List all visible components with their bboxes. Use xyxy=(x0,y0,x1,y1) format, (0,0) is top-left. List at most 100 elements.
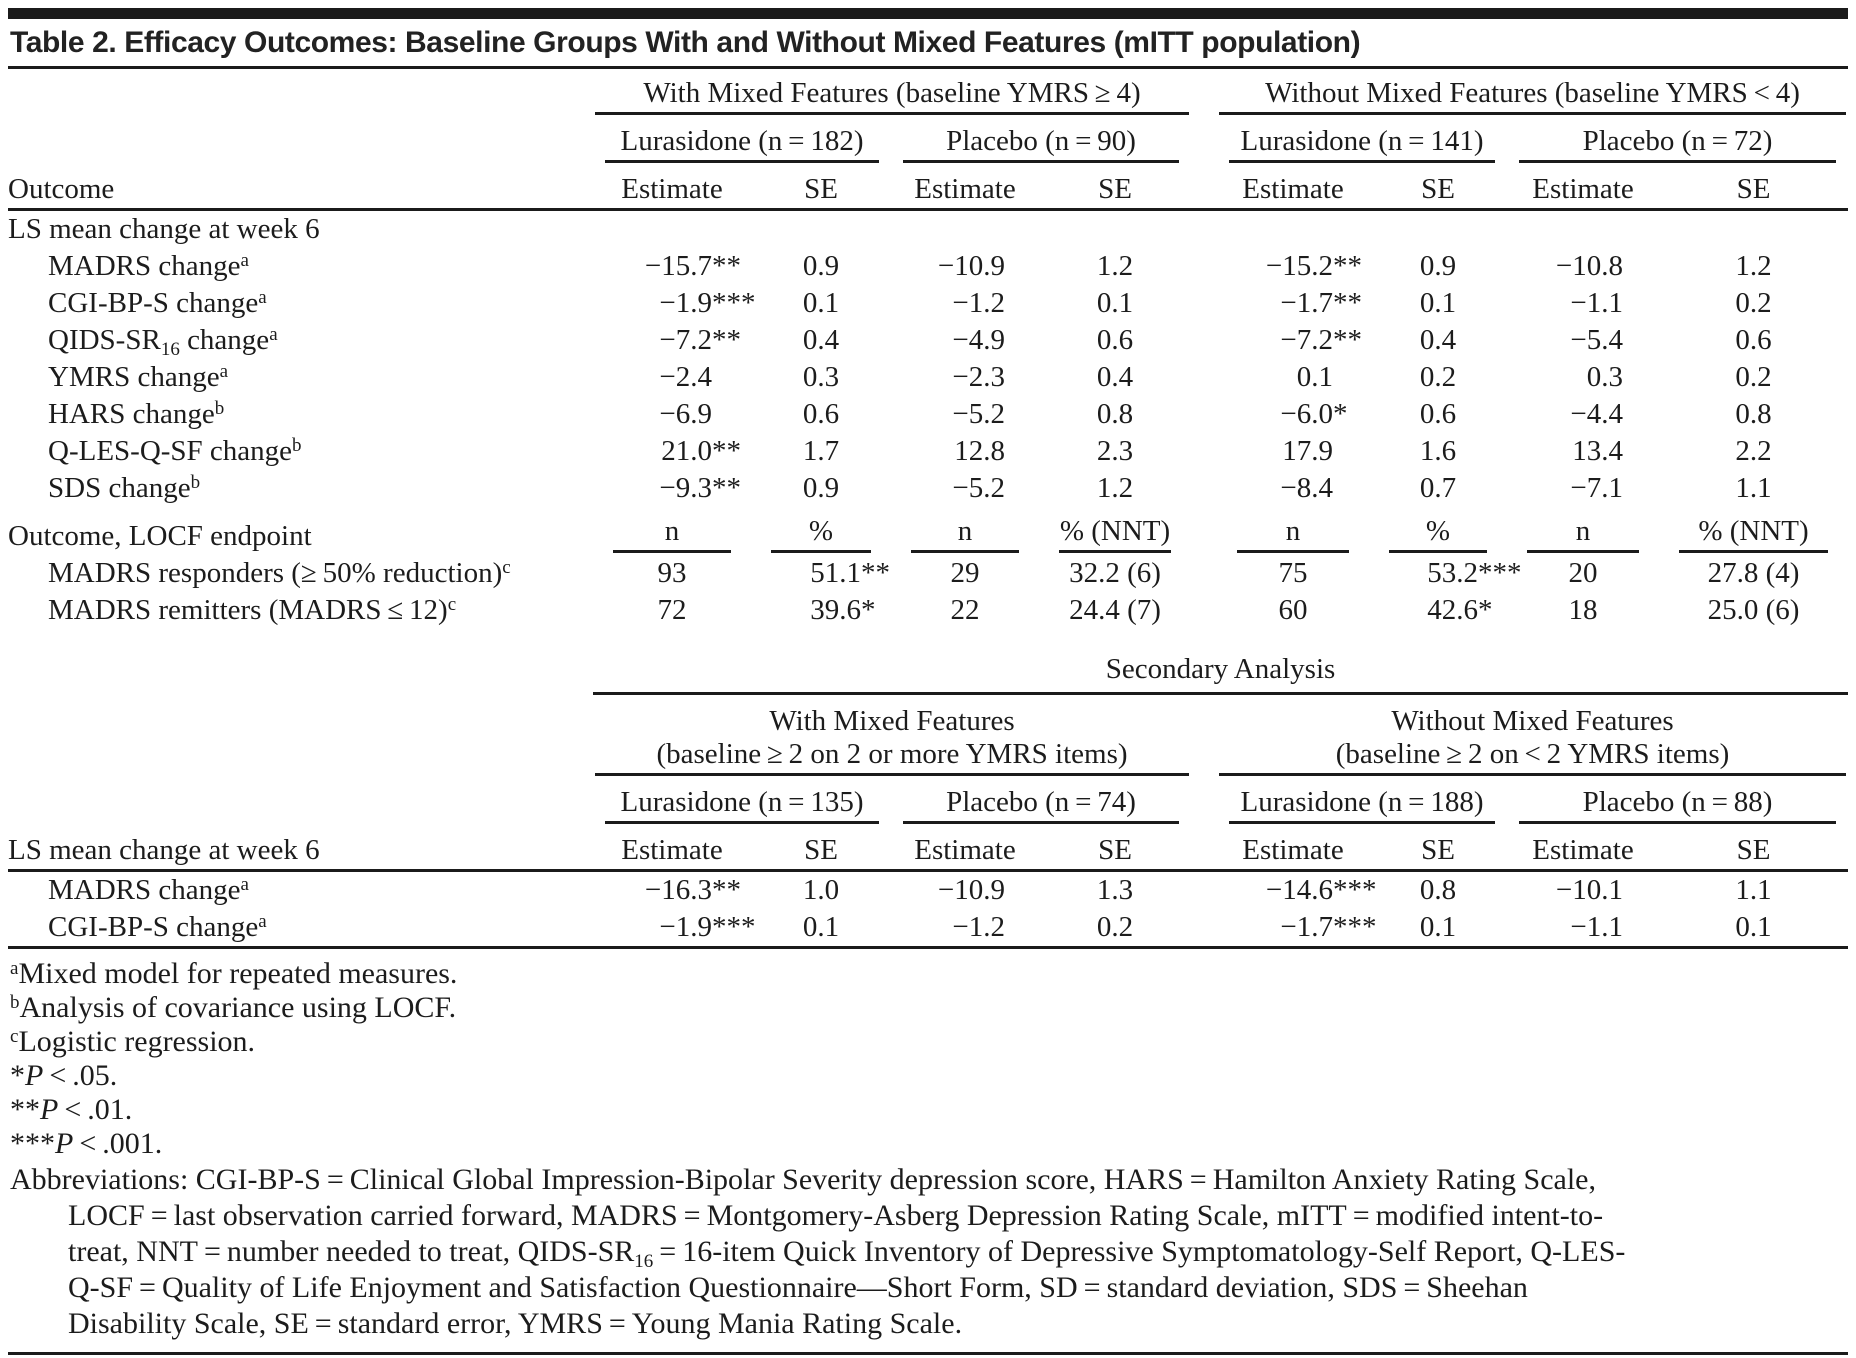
secondary-caption-row: Secondary Analysis xyxy=(8,629,1849,697)
estimate-cell: −10.9 xyxy=(937,874,1005,906)
locf-header-row: Outcome, LOCF endpoint n % n % (NNT) n %… xyxy=(8,507,1848,555)
secondary-group-header-row: With Mixed Features (baseline ≥ 2 on 2 or… xyxy=(8,697,1848,778)
table-row: MADRS responders (≥ 50% reduction)c 93 5… xyxy=(8,555,1848,592)
row-label: MADRS changea xyxy=(48,250,249,282)
estimate-cell: 0.3 xyxy=(1586,361,1624,393)
table-row: QIDS-SR16 changea −7.2** 0.4 −4.9 0.6 −7… xyxy=(8,322,1848,359)
empty-cell xyxy=(8,697,593,778)
pct-header: % xyxy=(1369,507,1507,555)
abbreviations: Abbreviations: CGI-BP-S = Clinical Globa… xyxy=(10,1163,1626,1340)
se-cell: 0.2 xyxy=(1735,361,1772,393)
se-cell: 0.1 xyxy=(1659,909,1849,949)
se-cell: 0.8 xyxy=(1735,398,1772,430)
se-cell: 1.6 xyxy=(1419,435,1457,467)
estimate-header: Estimate xyxy=(1507,165,1660,211)
table-row: CGI-BP-S changea −1.9*** 0.1 −1.2 0.1 −1… xyxy=(8,285,1848,322)
se-cell: 0.2 xyxy=(1419,361,1457,393)
estimate-cell: 12.8 xyxy=(954,435,1005,467)
estimate-cell: −1.7*** xyxy=(1217,909,1377,949)
se-cell: 2.2 xyxy=(1735,435,1772,467)
n-header: n xyxy=(891,507,1039,555)
arm-header-row: Lurasidone (n = 182) Placebo (n = 90) Lu… xyxy=(8,117,1848,165)
se-cell: 0.4 xyxy=(1096,361,1134,393)
column-gap xyxy=(1191,555,1217,592)
se-cell: 1.2 xyxy=(1096,250,1134,282)
row-label: CGI-BP-S changea xyxy=(48,287,267,319)
se-cell: 1.2 xyxy=(1735,250,1772,282)
estimate-header: Estimate xyxy=(1217,165,1370,211)
pct-cell: 53.2*** xyxy=(1427,557,1522,589)
n-cell: 18 xyxy=(1568,594,1598,626)
column-gap xyxy=(1191,909,1218,949)
se-cell: 1.3 xyxy=(1096,874,1134,906)
footnote-p05: *P < .05. xyxy=(10,1059,118,1092)
se-cell: 0.7 xyxy=(1419,472,1457,504)
n-header: n xyxy=(1507,507,1659,555)
estimate-cell: −1.2 xyxy=(952,287,1005,319)
estimate-cell: −7.2** xyxy=(659,324,741,356)
arm-header-lurasidone-188: Lurasidone (n = 188) xyxy=(1217,778,1507,826)
estimate-cell: −1.1 xyxy=(1507,909,1660,949)
se-header: SE xyxy=(1039,165,1192,211)
arm-header-placebo-88: Placebo (n = 88) xyxy=(1507,778,1848,826)
arm-header-lurasidone-141: Lurasidone (n = 141) xyxy=(1217,117,1507,165)
n-cell: 60 xyxy=(1278,594,1308,626)
secondary-arm-header-row: Lurasidone (n = 135) Placebo (n = 74) Lu… xyxy=(8,778,1848,826)
column-gap xyxy=(1191,69,1217,117)
secondary-group-with-mixed: With Mixed Features (baseline ≥ 2 on 2 or… xyxy=(593,697,1191,778)
footnote-c: cLogistic regression. xyxy=(10,1025,256,1058)
column-gap xyxy=(1191,592,1217,629)
table-title: Table 2. Efficacy Outcomes: Baseline Gro… xyxy=(8,19,1848,69)
section-label: LS mean change at week 6 xyxy=(8,213,320,245)
estimate-cell: −7.1 xyxy=(1570,472,1624,504)
row-label: MADRS remitters (MADRS ≤ 12)c xyxy=(48,594,457,626)
se-cell: 1.7 xyxy=(802,435,840,467)
pct-nnt-cell: 25.0 (6) xyxy=(1707,594,1800,626)
se-cell: 0.2 xyxy=(1735,287,1772,319)
row-label: SDS changeb xyxy=(48,472,201,504)
table-row: MADRS remitters (MADRS ≤ 12)c 72 39.6* 2… xyxy=(8,592,1848,629)
estimate-cell: −1.1 xyxy=(1570,287,1624,319)
estimate-cell: −2.4 xyxy=(659,361,712,393)
secondary-measure-header-row: LS mean change at week 6 Estimate SE Est… xyxy=(8,826,1849,872)
se-cell: 0.2 xyxy=(1039,909,1192,949)
pct-cell: 42.6* xyxy=(1427,594,1493,626)
estimate-cell: 13.4 xyxy=(1572,435,1624,467)
column-gap xyxy=(1191,507,1217,555)
empty-cell xyxy=(8,629,593,697)
estimate-cell: −9.3** xyxy=(659,472,741,504)
se-header: SE xyxy=(1369,165,1508,211)
row-label: CGI-BP-S changea xyxy=(8,909,593,949)
row-label: HARS changeb xyxy=(48,398,225,430)
se-cell: 1.1 xyxy=(1735,874,1772,906)
footnote-b: bAnalysis of covariance using LOCF. xyxy=(10,991,457,1024)
column-gap xyxy=(1191,826,1218,872)
estimate-cell: −2.3 xyxy=(952,361,1005,393)
estimate-cell: −1.9*** xyxy=(659,287,756,319)
estimate-cell: −16.3** xyxy=(644,874,741,906)
estimate-cell: −5.4 xyxy=(1570,324,1624,356)
table-row: HARS changeb −6.9 0.6 −5.2 0.8 −6.0* 0.6… xyxy=(8,396,1848,433)
estimate-cell: −4.4 xyxy=(1570,398,1624,430)
table-row: CGI-BP-S changea −1.9*** 0.1 −1.2 0.2 −1… xyxy=(8,909,1849,949)
column-gap xyxy=(1191,322,1217,359)
se-cell: 0.1 xyxy=(1369,909,1508,949)
se-cell: 0.1 xyxy=(802,287,840,319)
se-cell: 0.1 xyxy=(751,909,891,949)
se-header: SE xyxy=(751,165,891,211)
se-cell: 2.3 xyxy=(1096,435,1134,467)
se-header: SE xyxy=(1659,826,1849,872)
estimate-cell: −6.0* xyxy=(1280,398,1348,430)
estimate-cell: −8.4 xyxy=(1280,472,1334,504)
estimate-cell: −5.2 xyxy=(952,472,1005,504)
estimate-cell: −5.2 xyxy=(952,398,1005,430)
n-cell: 93 xyxy=(657,557,687,589)
estimate-cell: −6.9 xyxy=(659,398,712,430)
se-header: SE xyxy=(751,826,891,872)
pct-header: % xyxy=(751,507,891,555)
estimate-cell: 17.9 xyxy=(1282,435,1334,467)
footnote-a: aMixed model for repeated measures. xyxy=(10,957,458,990)
se-cell: 0.3 xyxy=(802,361,840,393)
estimate-cell: −1.9*** xyxy=(593,909,756,949)
arm-header-lurasidone-135: Lurasidone (n = 135) xyxy=(593,778,891,826)
